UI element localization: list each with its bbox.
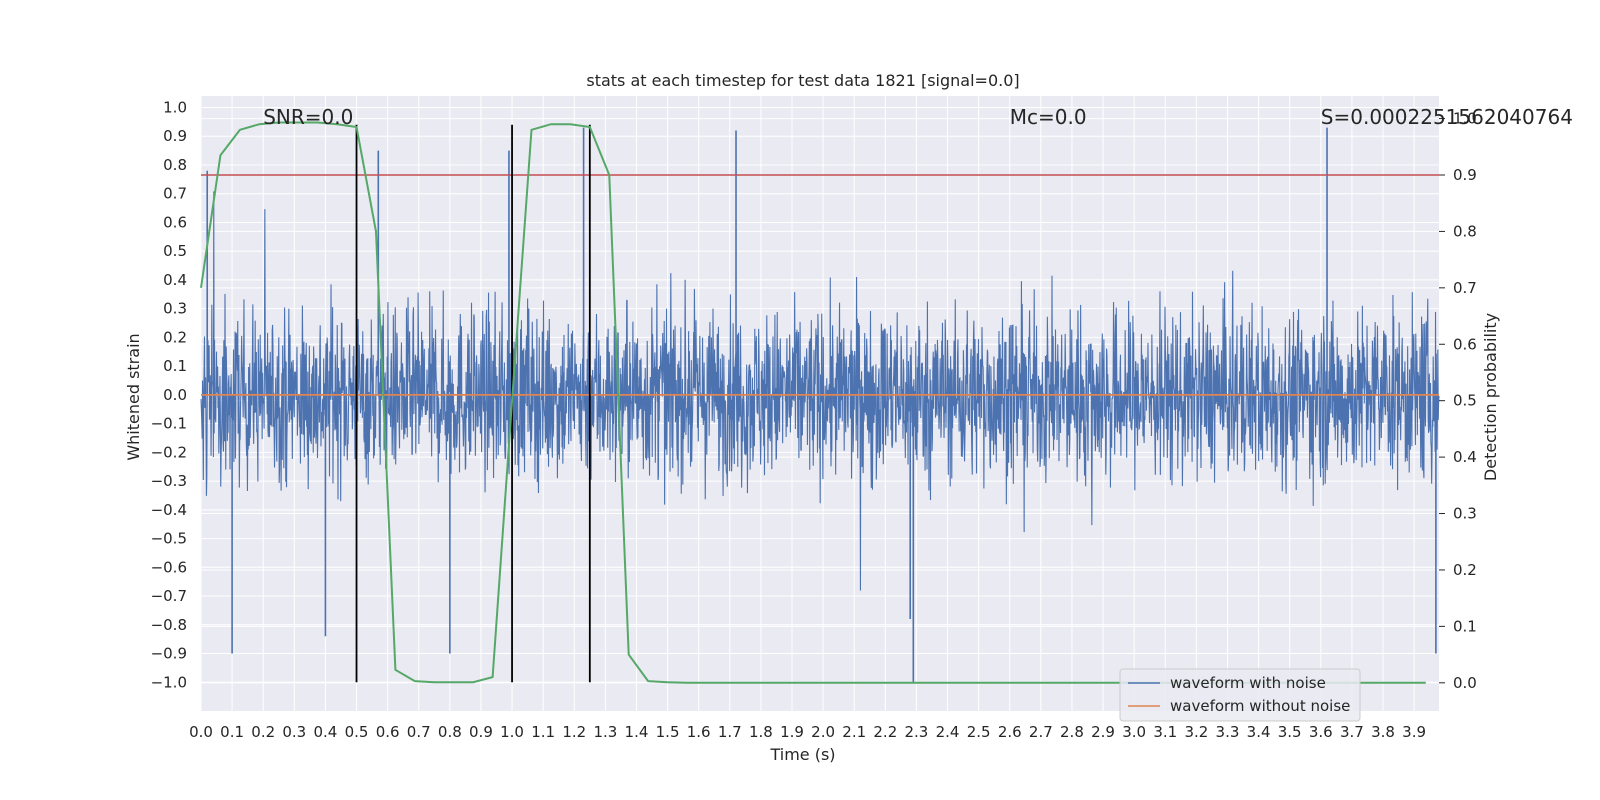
x-tick-label: 1.0 [500,723,524,741]
x-tick-label: 2.3 [904,723,928,741]
y-tick-label: 0.1 [163,357,187,375]
y2-tick-label: 0.4 [1453,448,1477,466]
y2-axis-label: Detection probability [1481,313,1500,481]
y2-tick-label: 0.2 [1453,561,1477,579]
x-tick-label: 1.1 [531,723,555,741]
x-tick-label: 2.2 [873,723,897,741]
y2-tick-label: 0.5 [1453,392,1477,410]
x-tick-label: 3.6 [1309,723,1333,741]
y-tick-label: −0.6 [151,558,187,576]
x-tick-label: 3.8 [1371,723,1395,741]
legend-label-clean: waveform without noise [1170,697,1350,715]
y-tick-label: −0.5 [151,530,187,548]
x-tick-label: 2.0 [811,723,835,741]
y-axis-ticks: 1.0 0.9 0.8 0.7 0.6 0.5 0.4 0.3 0.2 0.1 0.0 −0.1 −0.… [151,98,187,691]
annotations: SNR=0.0 Mc=0.0 S=0.0002251562040764 [263,105,1573,129]
x-tick-label: 2.6 [998,723,1022,741]
y2-tick-label: 0.0 [1453,674,1477,692]
x-tick-label: 0.2 [251,723,275,741]
x-tick-label: 1.5 [656,723,680,741]
y2-tick-label: 0.9 [1453,166,1477,184]
chart-title: stats at each timestep for test data 182… [586,71,1019,90]
legend: waveform with noise waveform without noi… [1119,668,1361,722]
annotation-text: SNR=0.0 [263,105,353,129]
y-tick-label: 0.2 [163,328,187,346]
y2-tick-label: 1.0 [1453,110,1477,128]
y-tick-label: −0.1 [151,415,187,433]
x-tick-label: 1.6 [687,723,711,741]
y-tick-label: −0.2 [151,443,187,461]
x-tick-label: 2.5 [967,723,991,741]
legend-label-noise: waveform with noise [1170,674,1326,692]
x-tick-label: 0.4 [313,723,337,741]
x-tick-label: 1.7 [718,723,742,741]
x-tick-label: 0.1 [220,723,244,741]
x-tick-label: 1.9 [780,723,804,741]
x-tick-label: 2.1 [842,723,866,741]
x-tick-label: 0.9 [469,723,493,741]
legend-frame [1119,668,1361,722]
y-tick-label: −0.8 [151,616,187,634]
y2-tick-label: 0.7 [1453,279,1477,297]
y-tick-label: 0.3 [163,300,187,318]
x-tick-label: 3.3 [1216,723,1240,741]
x-tick-label: 3.5 [1278,723,1302,741]
x-axis-label: Time (s) [769,745,835,764]
y-tick-label: −0.7 [151,587,187,605]
x-tick-label: 0.7 [407,723,431,741]
y-tick-label: 0.6 [163,213,187,231]
y2-tick-label: 0.3 [1453,505,1477,523]
x-tick-label: 3.1 [1153,723,1177,741]
x-tick-label: 3.0 [1122,723,1146,741]
x-tick-label: 2.8 [1060,723,1084,741]
annotation-text: S=0.0002251562040764 [1321,105,1573,129]
y-tick-label: 0.9 [163,127,187,145]
x-tick-label: 0.0 [189,723,213,741]
x-tick-label: 2.7 [1029,723,1053,741]
y-tick-label: 0.7 [163,185,187,203]
x-tick-label: 3.2 [1184,723,1208,741]
x-axis-ticks: 0.0 0.1 0.2 0.3 0.4 0.5 0.6 0.7 0.8 0.9 1.0 1.1 1.2 1… [189,723,1426,741]
noise-trace [200,191,1440,591]
x-tick-label: 3.7 [1340,723,1364,741]
y-tick-label: 0.8 [163,156,187,174]
y2-tick-label: 0.6 [1453,335,1477,353]
y-tick-label: −0.9 [151,645,187,663]
x-tick-label: 1.8 [749,723,773,741]
x-tick-label: 3.9 [1402,723,1426,741]
x-tick-label: 0.6 [376,723,400,741]
x-tick-label: 1.3 [593,723,617,741]
y2-tick-label: 0.8 [1453,222,1477,240]
y2-tick-label: 0.1 [1453,617,1477,635]
y2-axis-ticks: 1.0 0.9 0.8 0.7 0.6 0.5 0.4 0.3 0.2 0.1 0.0 [1439,110,1477,692]
y-tick-label: 0.5 [163,242,187,260]
x-tick-label: 1.4 [625,723,649,741]
annotation-text: Mc=0.0 [1010,105,1087,129]
x-tick-label: 0.5 [345,723,369,741]
x-tick-label: 2.9 [1091,723,1115,741]
y-tick-label: −0.3 [151,472,187,490]
y-tick-label: 0.4 [163,271,187,289]
y-tick-label: −1.0 [151,673,187,691]
x-tick-label: 3.4 [1247,723,1271,741]
x-tick-label: 0.8 [438,723,462,741]
x-tick-label: 0.3 [282,723,306,741]
y-tick-label: 1.0 [163,98,187,116]
x-tick-label: 2.4 [936,723,960,741]
y-tick-label: 0.0 [163,386,187,404]
y-tick-label: −0.4 [151,501,187,519]
y-axis-label: Whitened strain [124,333,143,460]
x-tick-label: 1.2 [562,723,586,741]
